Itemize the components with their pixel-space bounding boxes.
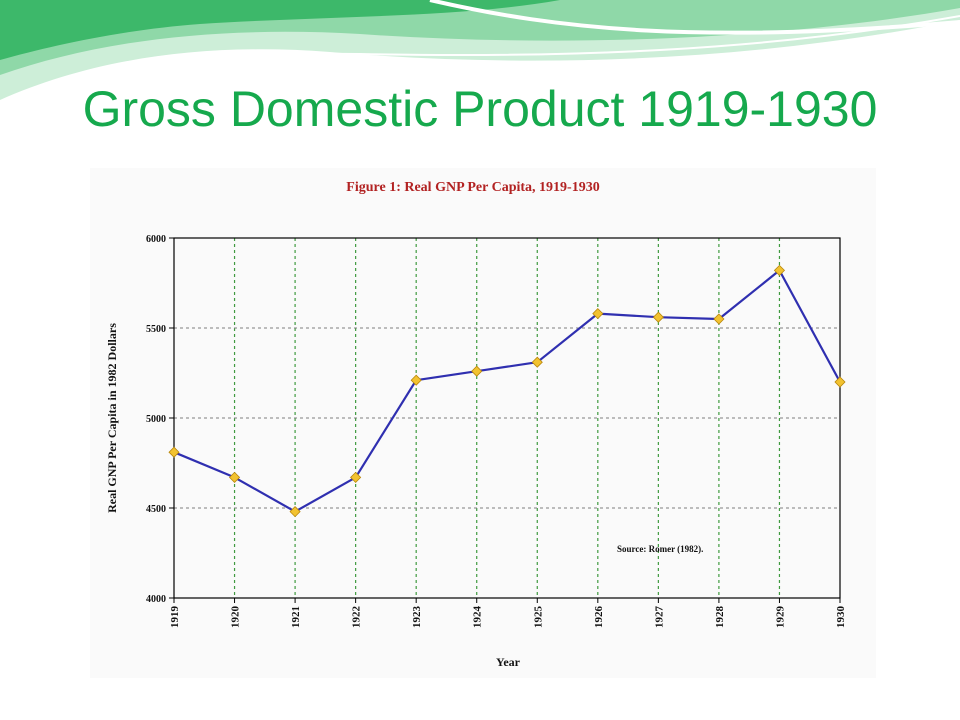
axis-layer [169,237,841,603]
y-tick-label: 4500 [146,504,166,515]
data-point-marker [773,264,786,276]
chart-figure: Figure 1: Real GNP Per Capita, 1919-1930… [90,168,876,678]
y-tick-label: 5000 [146,414,166,425]
x-tick-label: 1928 [714,606,726,629]
data-point-marker [410,374,422,386]
y-axis-label: Real GNP Per Capita in 1982 Dollars [105,323,119,513]
data-point-marker [713,313,725,325]
wave-white-stroke-2 [0,15,960,105]
y-tick-label: 6000 [146,234,166,245]
x-tick-label: 1929 [774,606,786,629]
plot-frame [173,237,841,599]
x-tick-label: 1923 [411,606,423,629]
x-tick-label: 1920 [230,606,242,629]
x-tick-label: 1925 [532,606,544,629]
data-point-marker [834,376,846,388]
x-tick-label: 1921 [290,606,302,628]
source-annotation: Source: Romer (1982). [617,544,703,554]
x-tick-label: 1927 [653,606,665,629]
x-axis-label: Year [496,655,521,669]
x-tick-label: 1919 [169,606,181,629]
wave-dark-band [0,0,560,60]
header-wave-decoration [0,0,960,105]
x-tick-label: 1926 [593,606,605,629]
data-point-marker [652,311,664,323]
grid-layer [174,238,840,598]
data-point-marker [592,308,604,320]
y-tick-label: 4000 [146,594,166,605]
wave-white-stroke [429,0,960,35]
y-tick-label: 5500 [146,324,166,335]
x-tick-label: 1924 [472,606,484,629]
x-tick-label: 1922 [351,606,363,629]
data-point-marker [289,506,301,518]
chart-title: Figure 1: Real GNP Per Capita, 1919-1930 [346,180,599,195]
series-line [173,269,841,513]
label-layer: 4000 4500 5000 5500 6000 1919 1920 1921 1922 1923… [146,234,847,628]
x-tick-label: 1930 [835,606,847,629]
gnp-line-chart: Figure 1: Real GNP Per Capita, 1919-1930… [105,180,847,669]
data-point-marker [228,471,241,483]
series-layer [168,264,846,518]
data-point-marker [531,356,543,368]
data-point-marker [471,365,483,377]
data-point-marker [350,471,362,483]
data-point-marker [168,446,180,458]
slide-title: Gross Domestic Product 1919-1930 [82,81,878,137]
